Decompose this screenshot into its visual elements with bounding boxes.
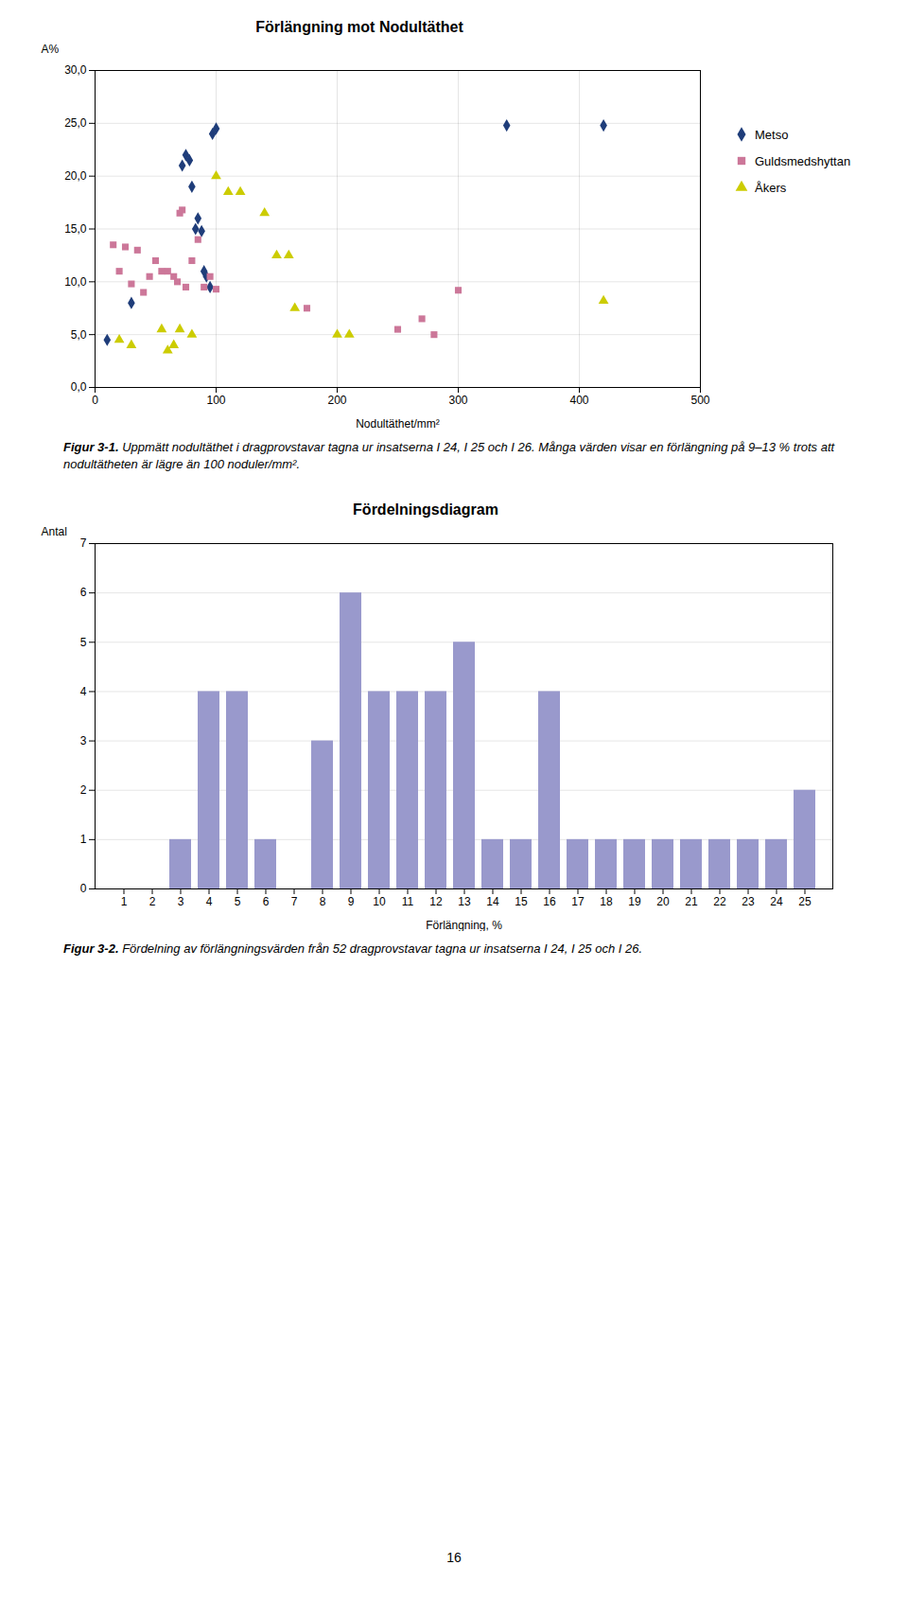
svg-text:7: 7 <box>80 537 88 551</box>
svg-text:0,0: 0,0 <box>70 380 88 394</box>
svg-text:Antal: Antal <box>41 524 68 539</box>
svg-text:Nodultäthet/mm²: Nodultäthet/mm² <box>355 417 440 431</box>
svg-text:13: 13 <box>457 894 472 908</box>
html-text:Åkers: Åkers <box>754 180 787 195</box>
svg-text:7: 7 <box>291 894 298 908</box>
html-text:Figur 3-1. Uppmätt nodultäthet: Figur 3-1. Uppmätt nodultäthet i dragpro… <box>63 439 835 472</box>
svg-text:16: 16 <box>542 894 557 908</box>
svg-text:24: 24 <box>769 894 784 908</box>
svg-text:200: 200 <box>327 393 347 407</box>
svg-text:14: 14 <box>486 894 500 908</box>
svg-text:2: 2 <box>80 783 88 797</box>
svg-text:400: 400 <box>569 393 589 407</box>
svg-text:18: 18 <box>599 894 613 908</box>
svg-text:25: 25 <box>798 894 812 908</box>
svg-text:5: 5 <box>234 894 242 908</box>
html-text:Figur 3-2. Fördelning av förlä: Figur 3-2. Fördelning av förlängningsvär… <box>63 941 643 956</box>
svg-text:500: 500 <box>690 393 710 407</box>
svg-text:30,0: 30,0 <box>64 63 88 77</box>
html-text:Förlängning mot Nodultäthet: Förlängning mot Nodultäthet <box>255 18 464 35</box>
svg-text:10: 10 <box>372 894 386 908</box>
svg-text:23: 23 <box>741 894 755 908</box>
svg-text:19: 19 <box>628 894 642 908</box>
svg-text:300: 300 <box>448 393 468 407</box>
html-text:Fördelningsdiagram: Fördelningsdiagram <box>352 501 499 518</box>
svg-text:17: 17 <box>571 894 585 908</box>
svg-text:4: 4 <box>206 894 213 908</box>
svg-text:Förlängning, %: Förlängning, % <box>425 918 503 932</box>
html-text:16: 16 <box>446 1549 462 1565</box>
svg-text:20: 20 <box>656 894 670 908</box>
html-text:Guldsmedshyttan: Guldsmedshyttan <box>754 153 851 168</box>
svg-text:25,0: 25,0 <box>64 116 88 130</box>
svg-text:3: 3 <box>177 894 185 908</box>
svg-text:22: 22 <box>713 894 727 908</box>
svg-text:100: 100 <box>206 393 226 407</box>
svg-text:6: 6 <box>262 894 270 908</box>
svg-text:15,0: 15,0 <box>64 222 88 236</box>
svg-text:4: 4 <box>80 684 88 699</box>
svg-text:9: 9 <box>348 894 355 908</box>
svg-text:0: 0 <box>80 882 88 896</box>
svg-text:5,0: 5,0 <box>70 328 88 342</box>
svg-text:8: 8 <box>319 894 327 908</box>
html-text:Metso: Metso <box>754 127 789 142</box>
svg-text:5: 5 <box>80 635 88 649</box>
svg-text:2: 2 <box>149 894 157 908</box>
svg-text:20,0: 20,0 <box>64 169 88 183</box>
svg-text:21: 21 <box>684 894 699 908</box>
svg-text:1: 1 <box>121 894 128 908</box>
svg-text:15: 15 <box>514 894 528 908</box>
svg-text:0: 0 <box>91 393 99 407</box>
svg-text:A%: A% <box>41 42 60 56</box>
svg-text:10,0: 10,0 <box>64 275 88 289</box>
svg-text:11: 11 <box>401 894 415 908</box>
svg-text:12: 12 <box>429 894 443 908</box>
svg-text:6: 6 <box>80 586 88 600</box>
svg-text:3: 3 <box>80 733 88 748</box>
svg-text:1: 1 <box>80 833 88 847</box>
